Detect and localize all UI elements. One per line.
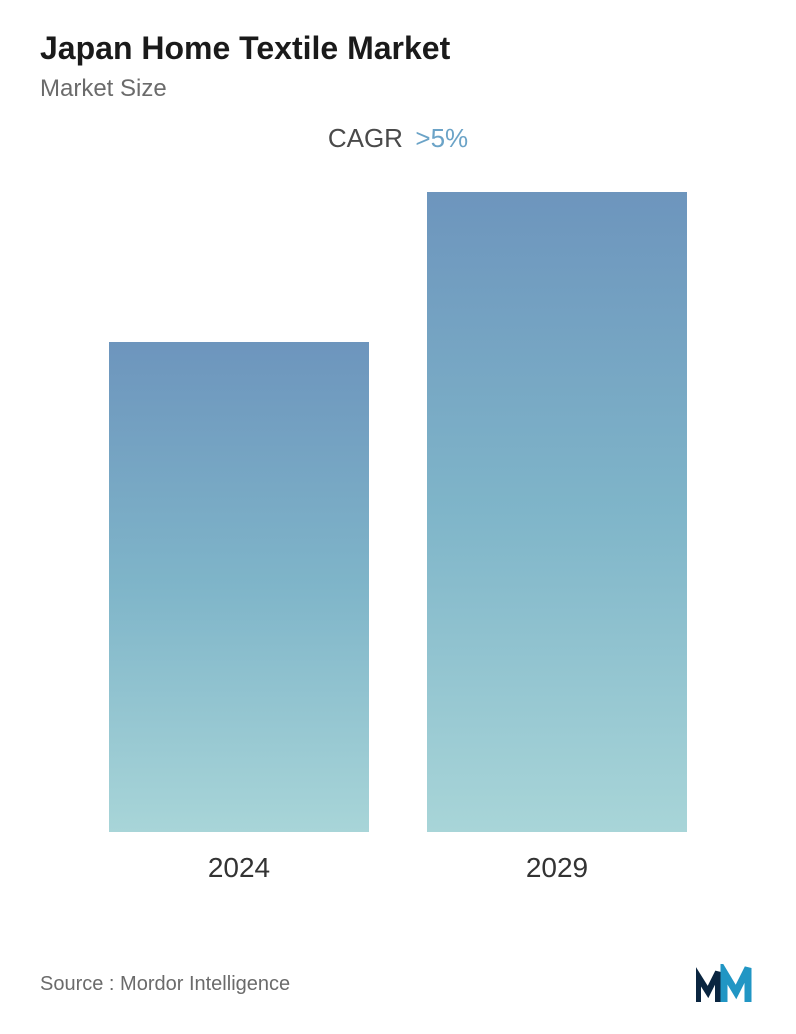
footer: Source : Mordor Intelligence <box>40 964 756 1004</box>
source-text: Source : Mordor Intelligence <box>40 973 290 996</box>
bar-label-0: 2024 <box>208 852 270 884</box>
chart-title: Japan Home Textile Market <box>40 30 756 67</box>
bar-0 <box>109 342 369 832</box>
cagr-container: CAGR >5% <box>40 123 756 154</box>
cagr-value: >5% <box>415 123 468 153</box>
bar-group-0: 2024 <box>109 342 369 884</box>
bar-chart: 2024 2029 <box>40 204 756 884</box>
chart-subtitle: Market Size <box>40 75 756 103</box>
bar-group-1: 2029 <box>427 192 687 884</box>
cagr-label: CAGR <box>328 123 403 153</box>
bar-label-1: 2029 <box>526 852 588 884</box>
brand-logo-icon <box>696 964 756 1004</box>
bar-1 <box>427 192 687 832</box>
